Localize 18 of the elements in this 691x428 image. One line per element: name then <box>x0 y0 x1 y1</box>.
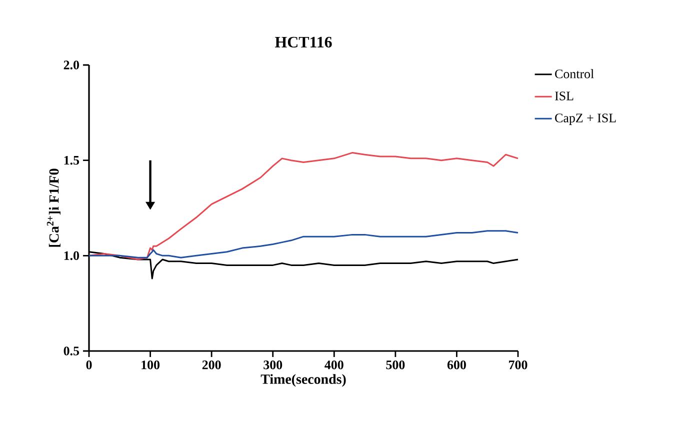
x-tick-label: 500 <box>386 360 405 370</box>
x-tick-label: 0 <box>86 360 92 370</box>
y-tick-label: 0.5 <box>64 346 80 356</box>
x-tick-label: 600 <box>447 360 466 370</box>
x-tick-label: 300 <box>264 360 282 370</box>
legend-label: Control <box>555 69 594 78</box>
y-axis-title: [Ca$^{2+}$]i F1/F0 <box>46 168 60 247</box>
x-axis-title: Time(seconds) <box>260 374 346 387</box>
y-tick-label: 2.0 <box>64 60 80 70</box>
chart-title: HCT116 <box>274 36 332 48</box>
y-tick-label: 1.5 <box>64 156 80 165</box>
x-tick-label: 100 <box>142 360 160 370</box>
x-tick-label: 700 <box>509 360 528 370</box>
y-tick-label: 1.0 <box>64 251 80 260</box>
legend-label: ISL <box>555 92 574 100</box>
x-tick-label: 400 <box>324 360 344 370</box>
x-tick-label: 200 <box>202 360 221 370</box>
legend-label: CapZ + ISL <box>555 114 616 125</box>
